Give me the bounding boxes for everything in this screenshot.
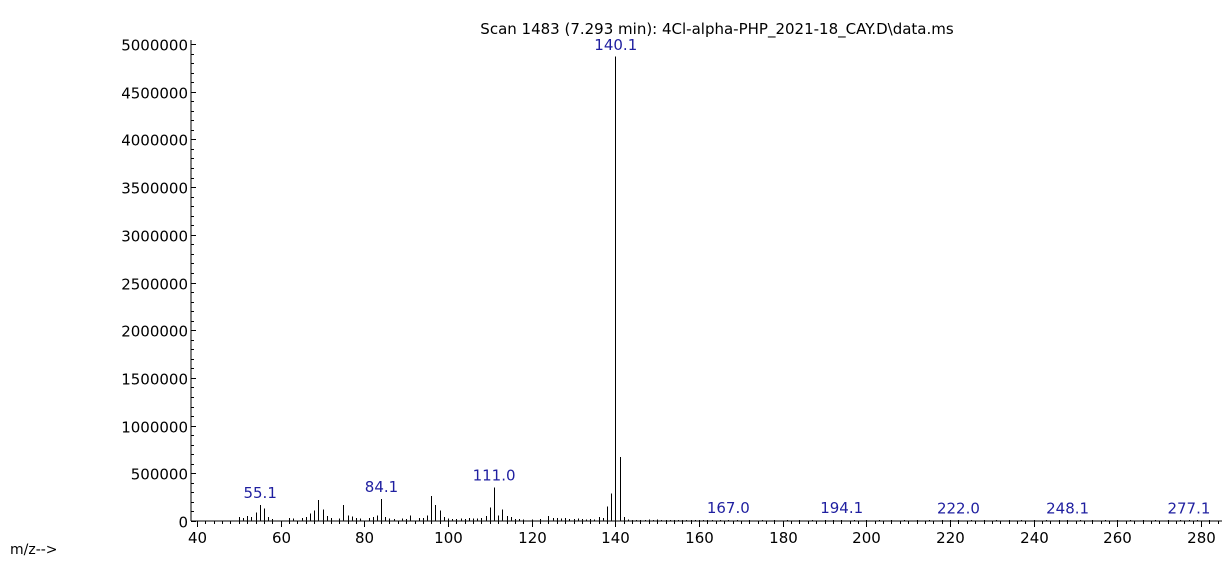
peak-label: 167.0 bbox=[707, 499, 750, 517]
x-tick-label: 140 bbox=[601, 529, 630, 547]
x-tick-label: 180 bbox=[769, 529, 798, 547]
y-tick-label: 5000000 bbox=[121, 37, 188, 55]
x-tick-label: 60 bbox=[272, 529, 291, 547]
peak-label: 277.1 bbox=[1167, 500, 1210, 518]
y-tick-label: 2500000 bbox=[121, 276, 188, 294]
y-tick-label: 3000000 bbox=[121, 228, 188, 246]
x-tick-label: 120 bbox=[518, 529, 547, 547]
x-tick-label: 100 bbox=[434, 529, 463, 547]
y-tick-label: 1000000 bbox=[121, 419, 188, 437]
y-tick-label: 4500000 bbox=[121, 85, 188, 103]
x-axis-label: m/z--> bbox=[10, 542, 58, 558]
x-tick-label: 240 bbox=[1020, 529, 1049, 547]
x-tick-label: 280 bbox=[1187, 529, 1216, 547]
peak-label: 111.0 bbox=[473, 467, 516, 485]
y-tick-label: 500000 bbox=[131, 466, 188, 484]
x-tick-label: 40 bbox=[188, 529, 207, 547]
chart-title: Scan 1483 (7.293 min): 4Cl-alpha-PHP_202… bbox=[480, 20, 954, 39]
peak-labels: 55.1 84.1 111.0 140.1 167.0 194.1 222.0 248.1 27… bbox=[243, 36, 1210, 518]
peak-label: 84.1 bbox=[365, 478, 398, 496]
peak-label: 248.1 bbox=[1046, 500, 1089, 518]
x-tick-label: 80 bbox=[355, 529, 374, 547]
x-tick-label: 160 bbox=[685, 529, 714, 547]
peak-label: 222.0 bbox=[937, 499, 980, 517]
x-axis: 40 60 80 100 120 140 160 180 200 220 240 260 280 bbox=[188, 520, 1222, 547]
y-tick-label: 1500000 bbox=[121, 371, 188, 389]
peak-label: 194.1 bbox=[820, 499, 863, 517]
y-axis: 0 500000 1000000 1500000 2000000 2500000 30000… bbox=[121, 37, 196, 532]
y-tick-label: 4000000 bbox=[121, 132, 188, 150]
x-tick-label: 260 bbox=[1103, 529, 1132, 547]
peak-label: 55.1 bbox=[243, 484, 276, 502]
spectrum-peaks bbox=[239, 56, 1210, 521]
y-tick-label: 0 bbox=[178, 514, 188, 532]
y-tick-label: 3500000 bbox=[121, 180, 188, 198]
x-tick-label: 220 bbox=[936, 529, 965, 547]
x-tick-label: 200 bbox=[852, 529, 881, 547]
y-tick-label: 2000000 bbox=[121, 323, 188, 341]
peak-label: 140.1 bbox=[594, 36, 637, 54]
